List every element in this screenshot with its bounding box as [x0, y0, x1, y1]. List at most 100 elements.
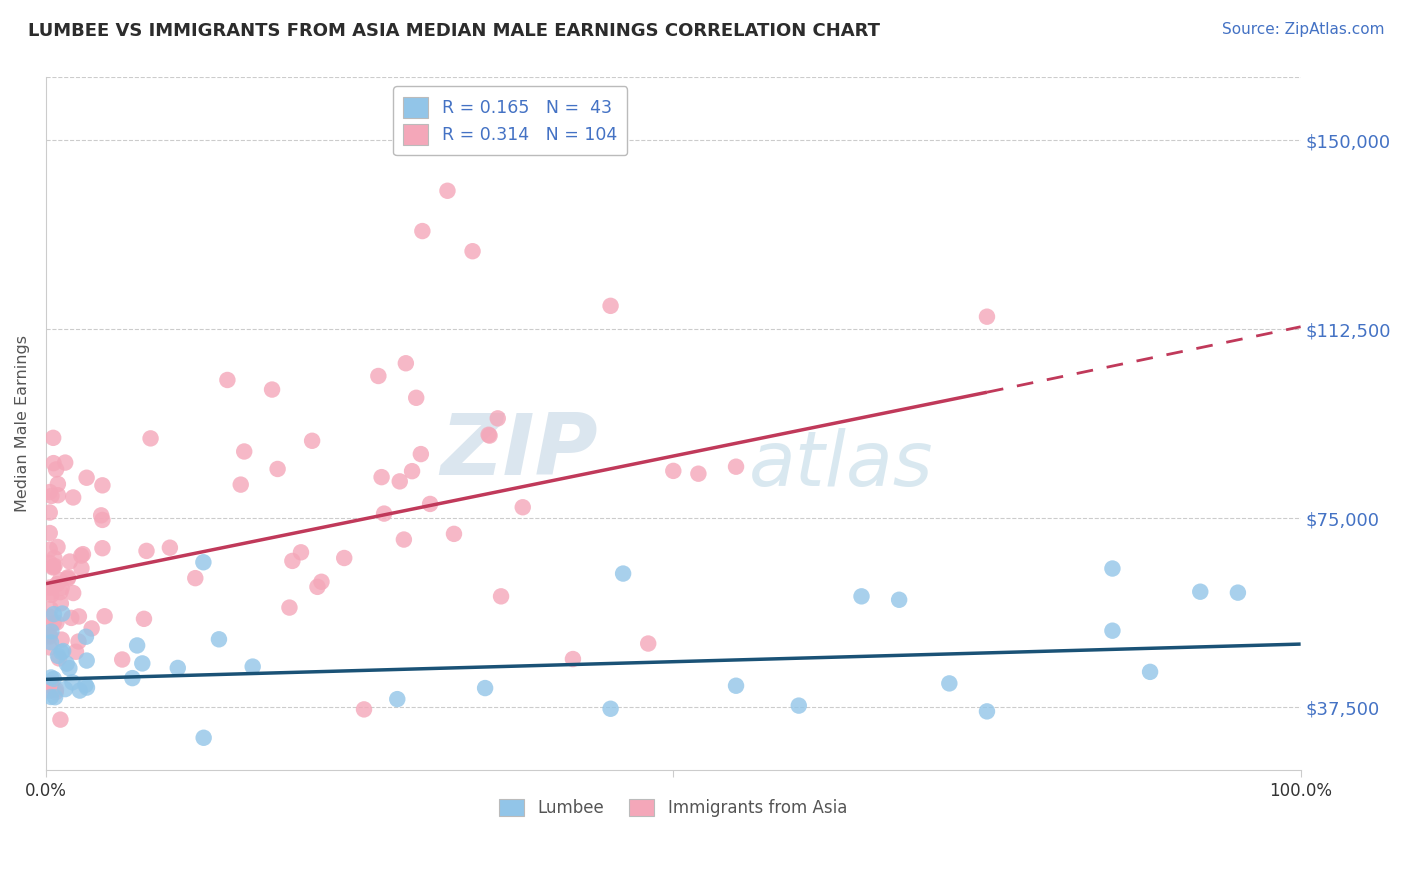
Point — [45, 615, 67, 630]
Point — [38, 542, 60, 557]
Point — [266, 462, 288, 476]
Point — [262, 383, 284, 397]
Point — [278, 600, 301, 615]
Point — [474, 681, 496, 695]
Point — [49, 585, 72, 599]
Point — [70, 549, 93, 563]
Legend: Lumbee, Immigrants from Asia: Lumbee, Immigrants from Asia — [492, 792, 853, 824]
Point — [301, 434, 323, 448]
Point — [52, 644, 75, 658]
Point — [62, 586, 84, 600]
Point — [42, 560, 65, 574]
Point — [38, 526, 60, 541]
Point — [39, 670, 62, 684]
Point — [42, 615, 65, 630]
Point — [409, 447, 432, 461]
Point — [662, 464, 685, 478]
Point — [976, 705, 998, 719]
Point — [46, 577, 69, 591]
Point — [38, 609, 60, 624]
Point — [53, 682, 76, 697]
Point — [443, 527, 465, 541]
Point — [39, 690, 62, 704]
Point — [76, 654, 98, 668]
Point — [131, 657, 153, 671]
Point — [229, 477, 252, 491]
Point — [307, 580, 329, 594]
Point — [42, 607, 65, 621]
Point — [373, 507, 395, 521]
Point — [46, 488, 69, 502]
Point — [46, 477, 69, 491]
Point — [367, 369, 389, 384]
Point — [419, 497, 441, 511]
Point — [62, 491, 84, 505]
Point — [76, 681, 98, 695]
Point — [724, 459, 747, 474]
Point — [38, 556, 60, 570]
Point — [91, 513, 114, 527]
Point — [42, 431, 65, 445]
Point — [39, 635, 62, 649]
Point — [91, 541, 114, 556]
Point — [1101, 624, 1123, 638]
Point — [233, 444, 256, 458]
Point — [58, 661, 80, 675]
Point — [127, 639, 149, 653]
Point — [139, 431, 162, 445]
Point — [388, 475, 411, 489]
Point — [135, 544, 157, 558]
Point — [67, 634, 90, 648]
Point — [405, 391, 427, 405]
Point — [401, 464, 423, 478]
Point — [787, 698, 810, 713]
Point — [55, 657, 77, 671]
Point — [242, 659, 264, 673]
Point — [478, 428, 501, 442]
Point — [132, 612, 155, 626]
Point — [44, 558, 66, 573]
Point — [51, 581, 73, 595]
Point — [184, 571, 207, 585]
Point — [41, 489, 63, 503]
Point — [938, 676, 960, 690]
Point — [111, 652, 134, 666]
Point — [67, 609, 90, 624]
Point — [45, 685, 67, 699]
Point — [461, 244, 484, 259]
Point — [193, 555, 215, 569]
Point — [39, 683, 62, 698]
Point — [38, 485, 60, 500]
Point — [411, 224, 433, 238]
Point — [80, 622, 103, 636]
Point — [436, 184, 458, 198]
Point — [62, 675, 84, 690]
Point — [51, 645, 73, 659]
Point — [38, 640, 60, 655]
Point — [69, 683, 91, 698]
Point — [290, 545, 312, 559]
Point — [49, 713, 72, 727]
Point — [38, 630, 60, 644]
Point — [75, 630, 97, 644]
Point — [1101, 561, 1123, 575]
Y-axis label: Median Male Earnings: Median Male Earnings — [15, 335, 30, 512]
Point — [281, 554, 304, 568]
Point — [93, 609, 115, 624]
Point — [46, 648, 69, 663]
Point — [56, 572, 79, 586]
Point — [41, 624, 63, 639]
Point — [395, 356, 418, 370]
Point — [387, 692, 409, 706]
Point — [353, 702, 375, 716]
Point — [39, 679, 62, 693]
Point — [166, 661, 188, 675]
Point — [42, 456, 65, 470]
Point — [1189, 584, 1212, 599]
Point — [311, 574, 333, 589]
Point — [46, 540, 69, 554]
Point — [637, 636, 659, 650]
Point — [599, 702, 621, 716]
Text: atlas: atlas — [748, 428, 934, 502]
Point — [51, 607, 73, 621]
